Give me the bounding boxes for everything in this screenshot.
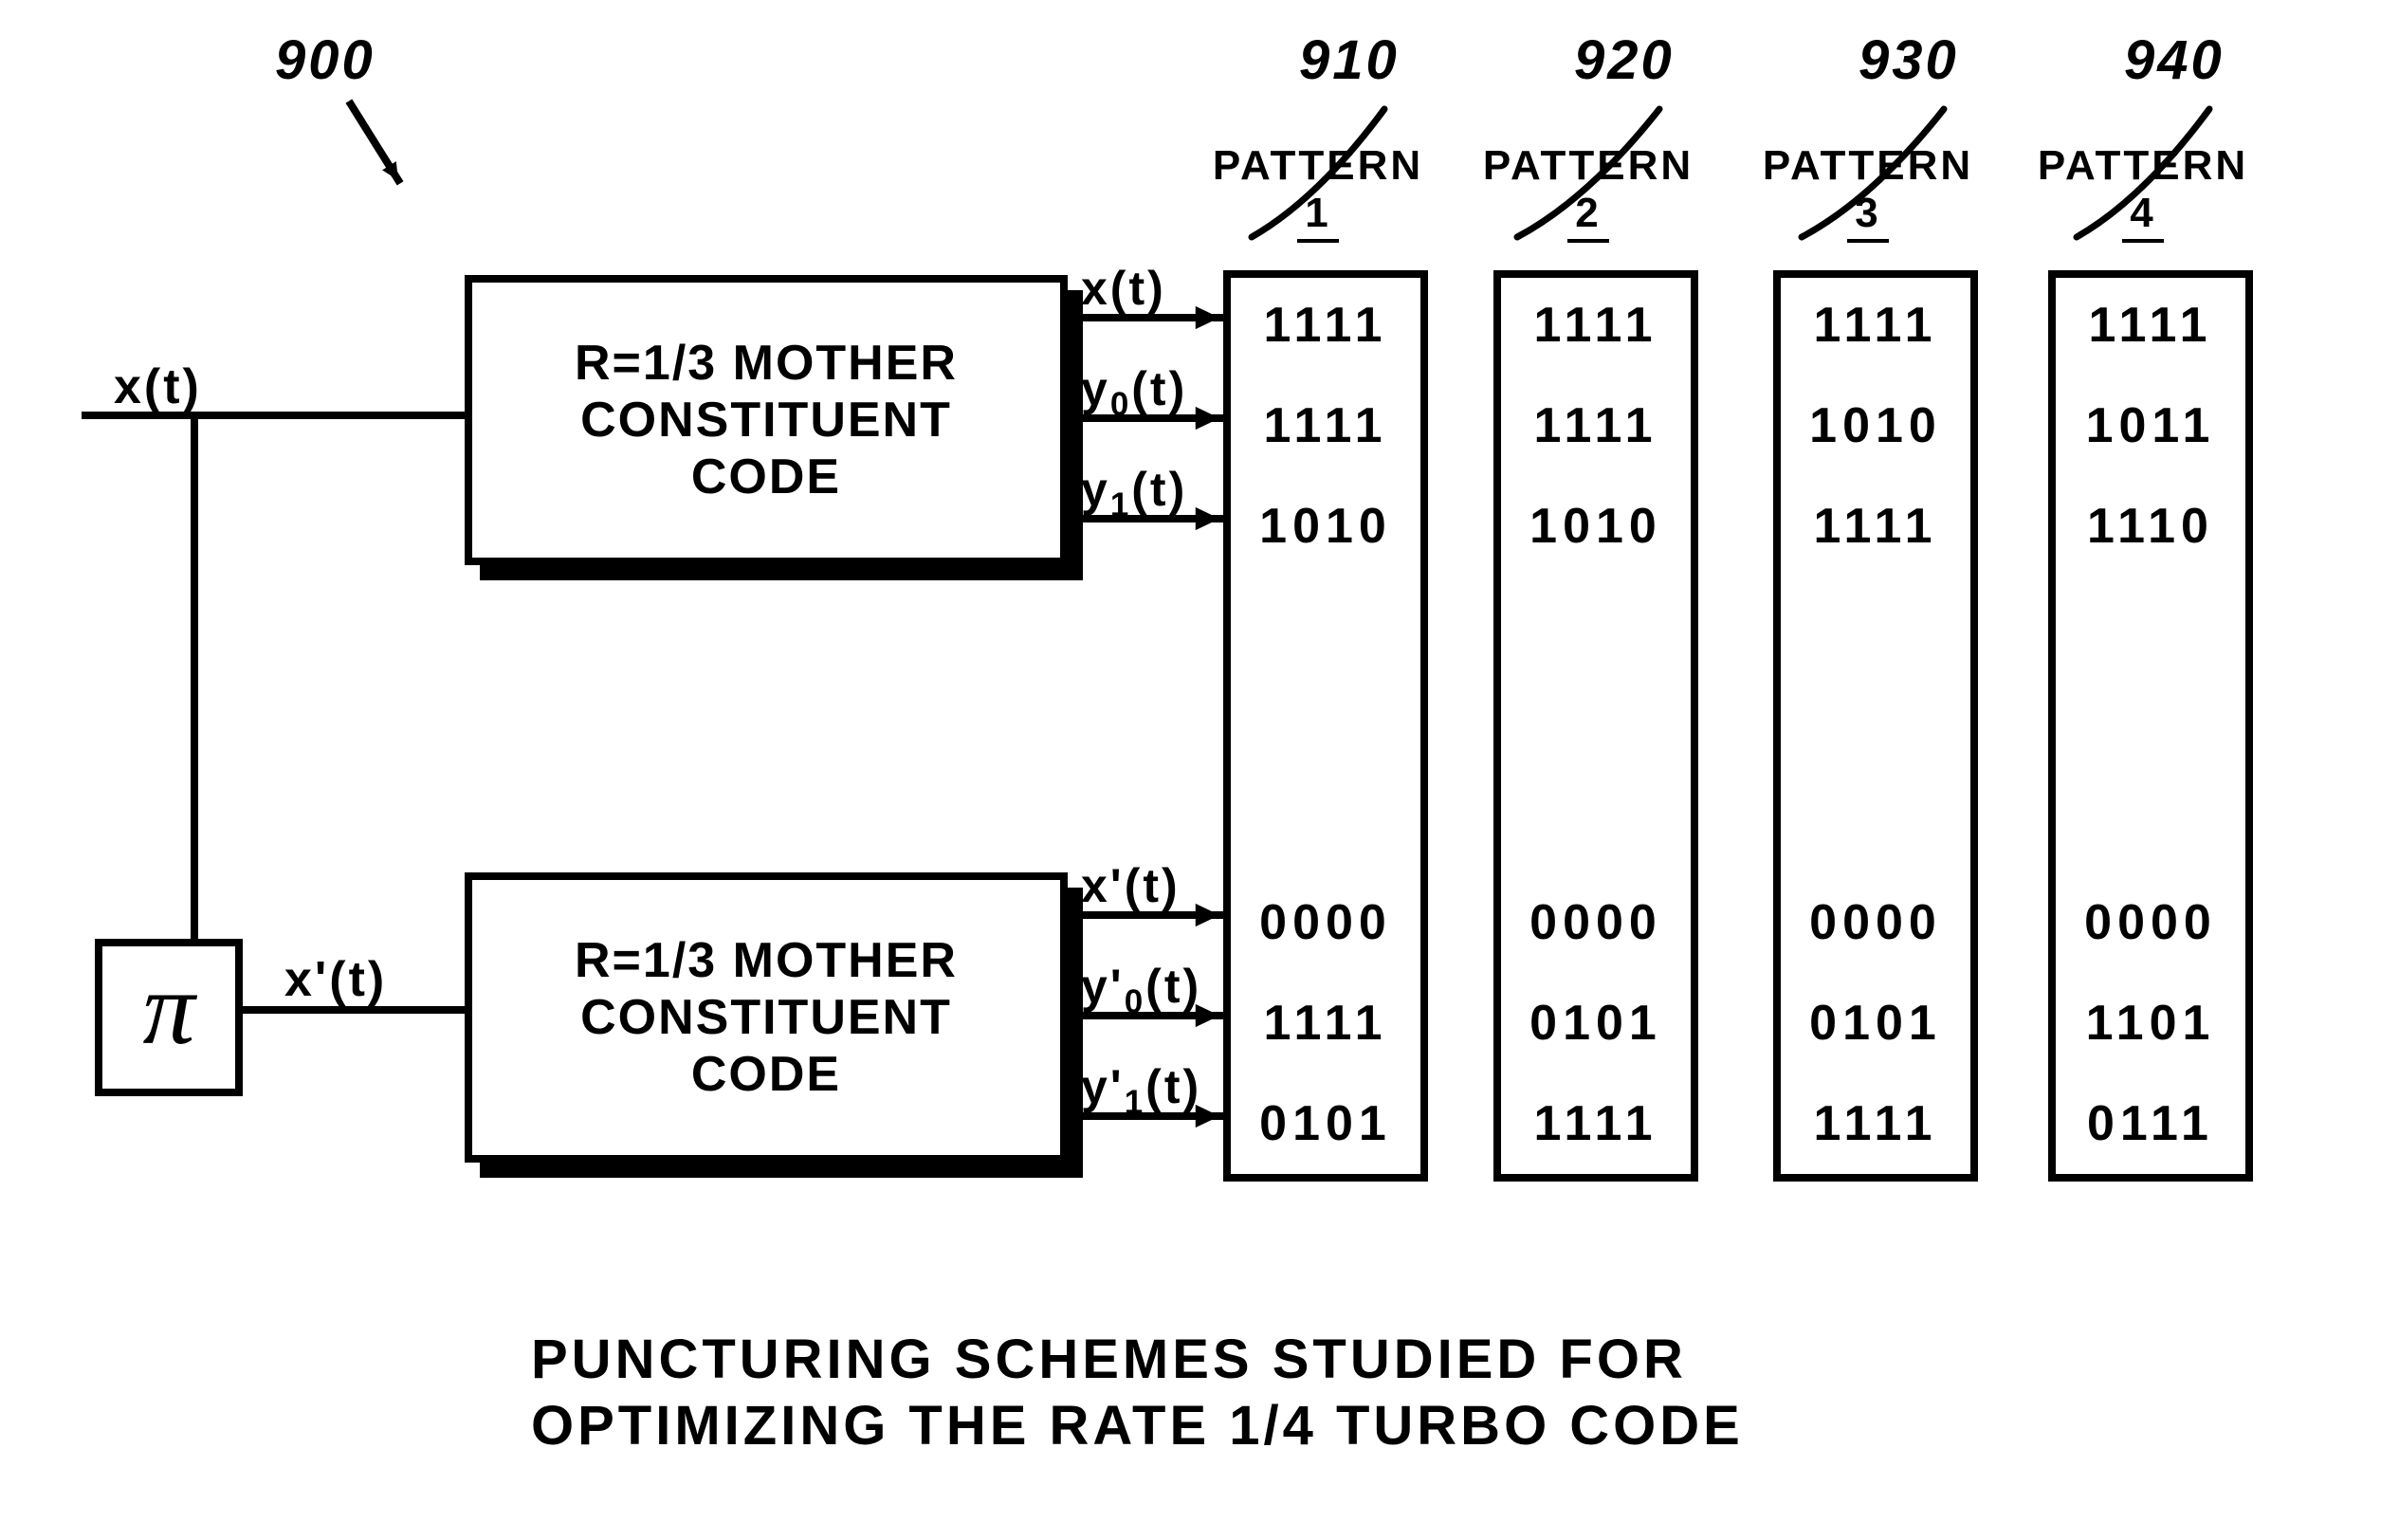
pattern-cell: 1111 [1501,1095,1691,1152]
sig-xp: x'(t) [1081,858,1181,913]
pattern-cell: 1011 [2056,397,2245,454]
ref-930: 930 [1859,28,1959,92]
block-line: R=1/3 MOTHER [575,932,958,989]
interleaver-pi: π [95,939,243,1096]
sig-y0: y0(t) [1081,361,1187,424]
pattern-cell: 1111 [1781,297,1970,354]
pattern-column-2: 1111 1111 1010 0000 0101 1111 [1493,270,1698,1182]
block-line: CODE [575,1046,958,1103]
pattern-cell: 1101 [2056,995,2245,1052]
pattern-column-3: 1111 1010 1111 0000 0101 1111 [1773,270,1978,1182]
pattern-cell: 1010 [1501,498,1691,555]
pattern-cell: 1111 [1781,1095,1970,1152]
ref-910: 910 [1299,28,1400,92]
pattern-header-2: PATTERN2 [1451,142,1726,243]
pattern-title: PATTERN [2005,142,2280,190]
pattern-cell: 1010 [1781,397,1970,454]
ref-900: 900 [275,28,375,92]
pattern-cell: 0101 [1781,995,1970,1052]
pattern-num: 4 [2122,190,2163,243]
pattern-cell: 1111 [1781,498,1970,555]
pattern-cell: 1111 [1231,297,1420,354]
caption-line-0: PUNCTURING SCHEMES STUDIED FOR [531,1328,1687,1391]
pattern-header-4: PATTERN4 [2005,142,2280,243]
block-line: CONSTITUENT [575,989,958,1046]
xprime-label: x'(t) [284,951,387,1008]
pattern-cell: 1111 [1501,397,1691,454]
pattern-cell: 0101 [1501,995,1691,1052]
pattern-title: PATTERN [1181,142,1456,190]
sig-x: x(t) [1081,261,1166,316]
pattern-column-4: 1111 1011 1110 0000 1101 0111 [2048,270,2253,1182]
sig-yp1: y'1(t) [1081,1059,1201,1122]
pattern-title: PATTERN [1731,142,2005,190]
pattern-cell: 1010 [1231,498,1420,555]
pattern-header-3: PATTERN3 [1731,142,2005,243]
sig-yp0: y'0(t) [1081,959,1201,1021]
pattern-header-1: PATTERN1 [1181,142,1456,243]
pattern-cell: 0000 [1231,894,1420,951]
pattern-cell: 1111 [1231,995,1420,1052]
pi-symbol: π [142,948,194,1069]
block-line: R=1/3 MOTHER [575,335,958,392]
pattern-cell: 0111 [2056,1095,2245,1152]
pattern-cell: 1111 [1231,397,1420,454]
caption-line-1: OPTIMIZING THE RATE 1/4 TURBO CODE [531,1394,1744,1458]
pattern-cell: 0000 [1781,894,1970,951]
encoder-top: R=1/3 MOTHERCONSTITUENTCODE [465,275,1068,565]
pattern-num: 2 [1567,190,1608,243]
pattern-cell: 1111 [1501,297,1691,354]
block-line: CODE [575,449,958,505]
ref-920: 920 [1574,28,1675,92]
pattern-num: 3 [1847,190,1888,243]
pattern-cell: 0101 [1231,1095,1420,1152]
pattern-num: 1 [1297,190,1338,243]
input-x-label: x(t) [114,358,202,415]
pattern-cell: 0000 [2056,894,2245,951]
block-line: CONSTITUENT [575,392,958,449]
sig-y1: y1(t) [1081,462,1187,524]
pattern-title: PATTERN [1451,142,1726,190]
pattern-cell: 1110 [2056,498,2245,555]
ref-940: 940 [2124,28,2225,92]
pattern-cell: 1111 [2056,297,2245,354]
pattern-cell: 0000 [1501,894,1691,951]
encoder-bottom: R=1/3 MOTHERCONSTITUENTCODE [465,872,1068,1163]
pattern-column-1: 1111 1111 1010 0000 1111 0101 [1223,270,1428,1182]
